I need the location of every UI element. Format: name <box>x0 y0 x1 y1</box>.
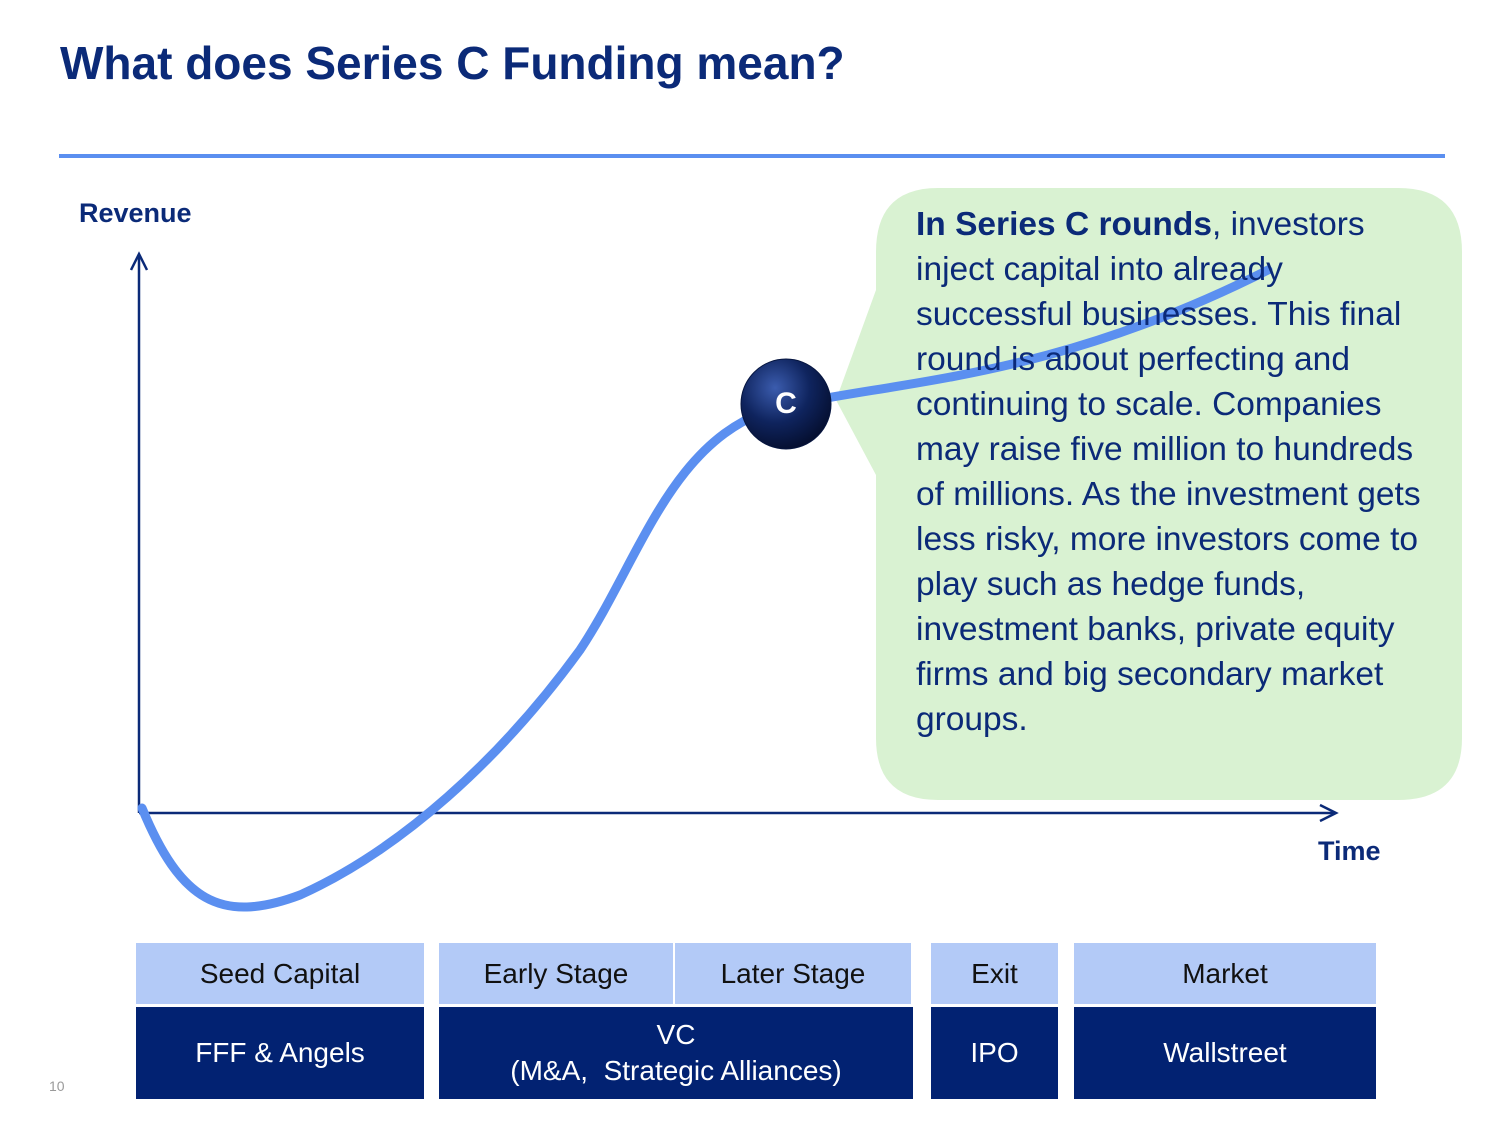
x-axis-arrow-icon <box>1319 803 1339 823</box>
page-number: 10 <box>49 1078 65 1094</box>
callout-bubble <box>836 188 1462 800</box>
stage-later-stage: Later Stage <box>675 943 911 1004</box>
series-c-marker <box>740 358 832 450</box>
callout-bold-text: In Series C rounds <box>916 206 1212 243</box>
slide-title: What does Series C Funding mean? <box>60 37 845 89</box>
stage-exit: Exit <box>931 943 1058 1004</box>
x-axis-label: Time <box>1318 836 1381 866</box>
title-underline <box>59 154 1445 158</box>
stage-early-stage: Early Stage <box>439 943 673 1004</box>
stage-market: Market <box>1074 943 1376 1004</box>
funding-vc-line1: VC <box>656 1019 696 1050</box>
funding-fff-angels: FFF & Angels <box>136 1007 424 1099</box>
y-axis-label: Revenue <box>79 198 192 228</box>
callout-text: In Series C rounds, investors inject cap… <box>916 202 1446 742</box>
funding-wallstreet: Wallstreet <box>1074 1007 1376 1099</box>
series-c-marker-label: C <box>775 387 797 420</box>
growth-curve <box>137 265 1273 912</box>
y-axis-arrow-icon <box>129 251 149 271</box>
funding-vc-line2: (M&A, Strategic Alliances) <box>510 1055 842 1086</box>
funding-vc: VC (M&A, Strategic Alliances) <box>439 1007 913 1099</box>
funding-ipo: IPO <box>931 1007 1058 1099</box>
callout-body-text: , investors inject capital into already … <box>916 206 1421 738</box>
stage-seed-capital: Seed Capital <box>136 943 424 1004</box>
